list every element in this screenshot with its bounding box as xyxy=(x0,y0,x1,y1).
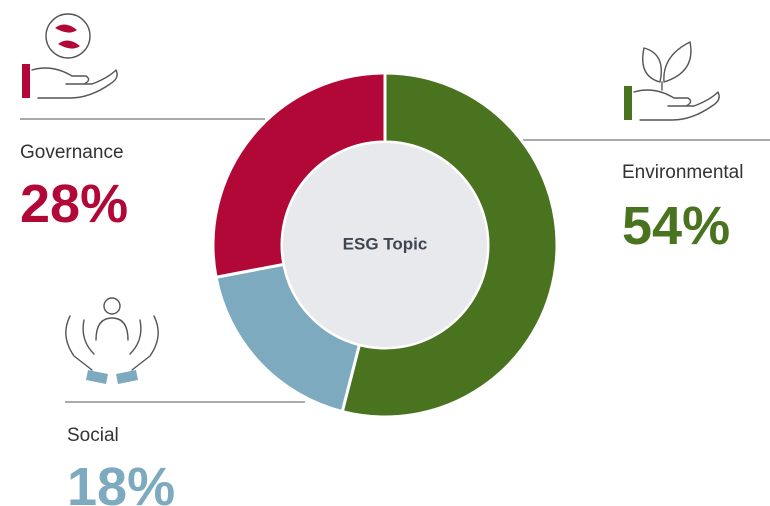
value-label: 18% xyxy=(67,457,175,506)
category-label: Governance xyxy=(20,142,124,163)
donut-segment xyxy=(211,71,387,279)
category-label: Social xyxy=(67,425,119,446)
environmental-icon xyxy=(624,41,720,121)
value-label: 54% xyxy=(622,196,730,256)
donut-center xyxy=(283,143,487,347)
donut-segment xyxy=(340,71,559,419)
category-label: Environmental xyxy=(622,162,743,183)
governance-icon xyxy=(22,13,118,99)
center-label: ESG Topic xyxy=(343,234,428,253)
social-icon xyxy=(65,297,159,384)
value-label: 28% xyxy=(20,174,128,234)
